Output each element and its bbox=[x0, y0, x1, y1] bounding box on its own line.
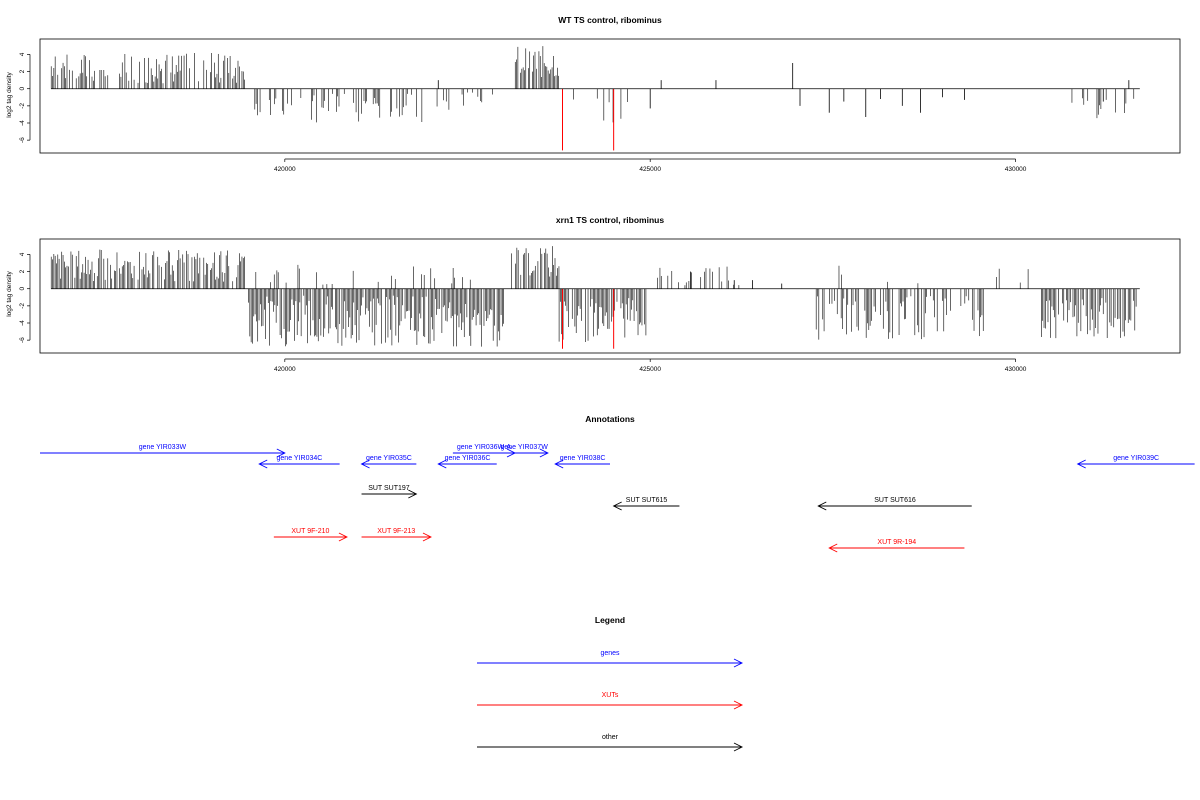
y-tick-label: 0 bbox=[19, 287, 26, 291]
legend-title: Legend bbox=[595, 615, 625, 625]
x-tick-label: 420000 bbox=[274, 166, 296, 173]
annotation-arrow-head bbox=[1076, 459, 1086, 469]
annotation-feature: XUT 9F-210 bbox=[273, 528, 348, 542]
annotation-feature: gene YIR038C bbox=[554, 455, 610, 469]
annotation-arrow-head bbox=[817, 501, 827, 511]
wt-track-bars bbox=[50, 46, 1135, 151]
annotation-feature: SUT SUT616 bbox=[817, 497, 972, 511]
annotation-label: gene YIR036W-A bbox=[457, 444, 512, 451]
annotation-label: SUT SUT616 bbox=[874, 497, 916, 504]
wt-track-panel: WT TS control, ribominus log2 tag densit… bbox=[6, 15, 1181, 173]
y-tick-label: -2 bbox=[19, 103, 26, 109]
legend-panel: Legend genes XUTs other bbox=[477, 615, 744, 752]
annotation-label: gene YIR039C bbox=[1113, 455, 1159, 462]
annotation-arrow-head bbox=[554, 459, 564, 469]
annotation-label: SUT SUT197 bbox=[368, 485, 410, 492]
legend-item: other bbox=[477, 734, 744, 752]
annotation-feature: SUT SUT615 bbox=[612, 497, 680, 511]
legend-items: genes XUTs other bbox=[477, 650, 744, 752]
legend-item: XUTs bbox=[477, 692, 744, 710]
wt-track-title: WT TS control, ribominus bbox=[558, 15, 662, 25]
wt-track-axes: -6 -4 -2 0 2 4 420000 425000 430000 bbox=[19, 52, 1140, 173]
legend-label: other bbox=[602, 734, 619, 741]
annotation-label: gene YIR037W bbox=[500, 444, 548, 451]
xrn1-track-axes: -6 -4 -2 0 2 4 420000 425000 430000 bbox=[19, 252, 1140, 373]
y-tick-label: -6 bbox=[19, 337, 26, 343]
legend-label: genes bbox=[600, 650, 620, 657]
annotation-feature: XUT 9R-194 bbox=[828, 539, 965, 553]
y-tick-label: -4 bbox=[19, 320, 26, 326]
annotation-feature: gene YIR034C bbox=[258, 455, 340, 469]
annotation-arrow-head bbox=[338, 532, 348, 542]
annotation-feature: gene YIR033W bbox=[40, 444, 286, 458]
annotation-feature: gene YIR037W bbox=[500, 444, 549, 458]
annotation-arrow-head bbox=[422, 532, 432, 542]
y-tick-label: -2 bbox=[19, 303, 26, 309]
legend-item: genes bbox=[477, 650, 744, 668]
y-tick-label: 2 bbox=[19, 69, 26, 73]
annotation-feature: SUT SUT197 bbox=[361, 485, 418, 499]
y-tick-label: 2 bbox=[19, 269, 26, 273]
annotation-label: gene YIR036C bbox=[445, 455, 491, 462]
annotation-label: XUT 9R-194 bbox=[877, 539, 916, 546]
y-tick-label: 4 bbox=[19, 252, 26, 256]
x-tick-label: 430000 bbox=[1005, 166, 1027, 173]
annotation-feature: gene YIR036C bbox=[437, 455, 497, 469]
annotation-arrow-head bbox=[360, 459, 370, 469]
annotation-label: gene YIR035C bbox=[366, 455, 412, 462]
xrn1-track-ylabel: log2 tag density bbox=[6, 270, 13, 316]
annotation-label: gene YIR034C bbox=[277, 455, 323, 462]
xrn1-track-title: xrn1 TS control, ribominus bbox=[556, 215, 664, 225]
annotation-label: gene YIR038C bbox=[560, 455, 606, 462]
x-tick-label: 420000 bbox=[274, 366, 296, 373]
y-tick-label: -6 bbox=[19, 137, 26, 143]
annotation-features: gene YIR033W gene YIR034C gene YIR035C gene… bbox=[40, 444, 1195, 553]
xrn1-track-frame bbox=[39, 238, 1181, 354]
annotation-feature: gene YIR039C bbox=[1076, 455, 1195, 469]
x-tick-label: 430000 bbox=[1005, 366, 1027, 373]
legend-label: XUTs bbox=[602, 692, 619, 699]
legend-arrow-head bbox=[733, 700, 744, 710]
annotation-arrow-head bbox=[408, 489, 418, 499]
annotation-label: XUT 9F-213 bbox=[377, 528, 415, 535]
annotation-feature: XUT 9F-213 bbox=[361, 528, 432, 542]
annotation-arrow-head bbox=[612, 501, 622, 511]
annotation-feature: gene YIR035C bbox=[360, 455, 417, 469]
annotation-arrow-head bbox=[828, 543, 838, 553]
y-tick-label: 4 bbox=[19, 52, 26, 56]
legend-arrow-head bbox=[733, 742, 744, 752]
x-tick-label: 425000 bbox=[639, 366, 661, 373]
annotations-title: Annotations bbox=[585, 414, 635, 424]
annotation-label: gene YIR033W bbox=[139, 444, 187, 451]
wt-track-ylabel: log2 tag density bbox=[6, 71, 13, 117]
wt-track-frame bbox=[39, 38, 1181, 154]
x-tick-label: 425000 bbox=[639, 166, 661, 173]
annotation-label: XUT 9F-210 bbox=[291, 528, 329, 535]
y-tick-label: 0 bbox=[19, 87, 26, 91]
y-tick-label: -4 bbox=[19, 120, 26, 126]
legend-arrow-head bbox=[733, 658, 744, 668]
xrn1-track-panel: xrn1 TS control, ribominus log2 tag dens… bbox=[6, 215, 1181, 373]
annotation-label: SUT SUT615 bbox=[626, 497, 668, 504]
annotation-arrow-head bbox=[437, 459, 447, 469]
annotation-arrow-head bbox=[276, 448, 286, 458]
annotation-arrow-head bbox=[258, 459, 268, 469]
annotation-arrow-head bbox=[539, 448, 549, 458]
xrn1-track-bars bbox=[50, 246, 1137, 349]
